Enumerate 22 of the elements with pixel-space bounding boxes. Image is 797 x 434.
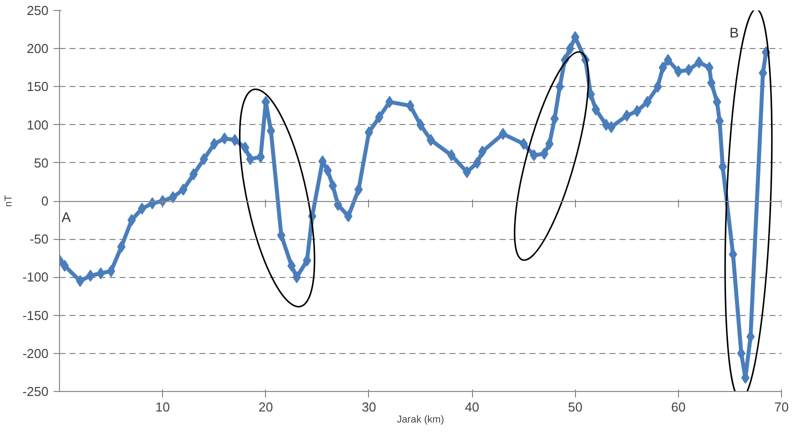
x-axis-title: Jarak (km) <box>396 414 444 426</box>
x-tick-label: 20 <box>258 400 274 414</box>
y-tick-label: 150 <box>26 79 49 94</box>
y-tick-label: -50 <box>30 232 49 247</box>
y-tick-label: -100 <box>22 270 49 285</box>
x-tick-label: 40 <box>464 400 480 414</box>
y-tick-label: -200 <box>22 346 49 361</box>
y-tick-label: 250 <box>26 3 49 18</box>
y-tick-label: 0 <box>41 194 49 208</box>
y-tick-label: 100 <box>26 117 49 132</box>
x-tick-label: 50 <box>568 400 582 414</box>
y-tick-label: -150 <box>22 308 49 323</box>
x-tick-label: 10 <box>155 400 170 414</box>
annotation: B <box>730 24 739 40</box>
annotation: A <box>62 209 72 225</box>
x-tick-label: 30 <box>362 400 376 414</box>
x-tick-label: 70 <box>774 400 789 414</box>
y-axis-title: nT <box>3 195 14 207</box>
y-tick-label: 200 <box>26 41 49 56</box>
x-tick-label: 60 <box>671 400 686 414</box>
y-tick-label: 50 <box>34 155 49 170</box>
y-tick-label: -250 <box>22 384 49 399</box>
